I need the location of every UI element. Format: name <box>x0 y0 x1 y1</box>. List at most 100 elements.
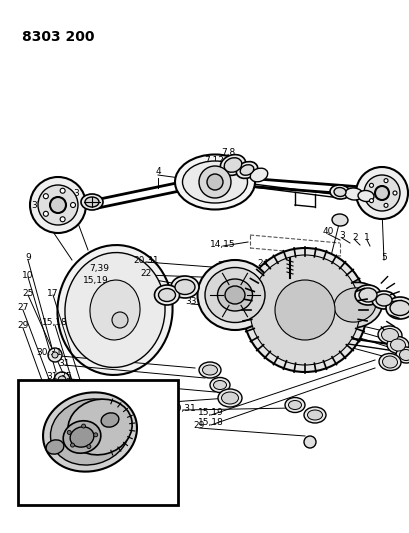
Ellipse shape <box>329 185 349 199</box>
Ellipse shape <box>389 339 405 351</box>
Text: 9: 9 <box>25 254 31 262</box>
Circle shape <box>392 191 396 195</box>
Circle shape <box>43 211 48 216</box>
Circle shape <box>58 376 66 384</box>
Ellipse shape <box>218 389 241 407</box>
Ellipse shape <box>327 282 382 328</box>
Ellipse shape <box>354 285 380 305</box>
Circle shape <box>274 280 334 340</box>
Text: 37: 37 <box>31 201 43 211</box>
Text: 27: 27 <box>17 303 29 312</box>
Text: 5: 5 <box>380 254 386 262</box>
Ellipse shape <box>171 276 198 298</box>
Ellipse shape <box>378 353 400 370</box>
Ellipse shape <box>63 421 101 453</box>
Ellipse shape <box>331 214 347 226</box>
Text: 28: 28 <box>175 278 186 287</box>
Circle shape <box>112 312 128 328</box>
Text: 26: 26 <box>291 308 302 317</box>
Text: 7: 7 <box>217 262 222 271</box>
Text: 22: 22 <box>140 269 151 278</box>
Ellipse shape <box>90 280 140 340</box>
Text: 10: 10 <box>22 271 34 279</box>
Text: 43: 43 <box>138 465 149 474</box>
Text: 2: 2 <box>61 191 67 200</box>
Ellipse shape <box>385 297 409 319</box>
Circle shape <box>67 431 71 434</box>
Ellipse shape <box>198 362 220 378</box>
Ellipse shape <box>307 410 322 420</box>
Circle shape <box>383 204 387 207</box>
Ellipse shape <box>65 253 165 367</box>
Ellipse shape <box>386 336 408 353</box>
Text: 14,15: 14,15 <box>210 239 235 248</box>
Text: 30,31: 30,31 <box>36 349 62 358</box>
Circle shape <box>52 352 58 358</box>
Circle shape <box>369 199 373 203</box>
Ellipse shape <box>204 268 264 322</box>
FancyBboxPatch shape <box>18 380 178 505</box>
Circle shape <box>369 183 373 188</box>
Text: 25: 25 <box>303 316 315 325</box>
Ellipse shape <box>85 197 99 207</box>
Circle shape <box>243 248 366 372</box>
Circle shape <box>54 372 70 388</box>
Circle shape <box>60 217 65 222</box>
Text: 2: 2 <box>351 233 357 243</box>
Circle shape <box>355 167 407 219</box>
Circle shape <box>374 186 388 200</box>
Text: 7,12: 7,12 <box>234 281 253 290</box>
Text: 1: 1 <box>40 196 46 205</box>
Circle shape <box>50 197 66 213</box>
Text: 30,31: 30,31 <box>170 403 196 413</box>
Circle shape <box>70 203 75 207</box>
Text: 15,19: 15,19 <box>83 276 109 285</box>
Ellipse shape <box>381 328 398 342</box>
Ellipse shape <box>377 326 401 344</box>
Ellipse shape <box>225 286 245 304</box>
Text: 15,19: 15,19 <box>198 408 223 417</box>
Text: 3: 3 <box>73 189 79 198</box>
Circle shape <box>48 348 62 362</box>
Ellipse shape <box>288 400 301 409</box>
Text: 4: 4 <box>155 167 160 176</box>
Circle shape <box>383 179 387 183</box>
Circle shape <box>60 188 65 193</box>
Ellipse shape <box>357 190 373 201</box>
Text: 17: 17 <box>47 288 58 297</box>
Circle shape <box>94 433 97 437</box>
Text: 8303 200: 8303 200 <box>22 30 94 44</box>
Circle shape <box>303 436 315 448</box>
Text: 33: 33 <box>185 297 196 306</box>
Circle shape <box>70 443 74 447</box>
Circle shape <box>363 175 399 211</box>
Ellipse shape <box>175 155 254 209</box>
Ellipse shape <box>358 288 376 302</box>
Ellipse shape <box>175 279 195 295</box>
Ellipse shape <box>249 168 267 182</box>
Circle shape <box>38 185 78 225</box>
Text: 25: 25 <box>22 288 34 297</box>
Ellipse shape <box>209 377 229 392</box>
Ellipse shape <box>371 291 395 309</box>
Ellipse shape <box>57 245 172 375</box>
Text: 31,35: 31,35 <box>46 372 72 381</box>
Ellipse shape <box>333 188 345 197</box>
Text: 40: 40 <box>321 228 333 237</box>
Text: 7,8: 7,8 <box>220 149 234 157</box>
Text: 29: 29 <box>193 422 204 431</box>
Ellipse shape <box>213 381 226 390</box>
Ellipse shape <box>303 407 325 423</box>
Ellipse shape <box>236 161 257 179</box>
Circle shape <box>30 177 86 233</box>
Text: 24: 24 <box>257 259 268 268</box>
Ellipse shape <box>333 288 375 322</box>
Ellipse shape <box>221 392 238 404</box>
Ellipse shape <box>202 365 217 375</box>
Ellipse shape <box>240 165 253 175</box>
Circle shape <box>87 445 91 449</box>
Text: 6,7: 6,7 <box>220 173 234 182</box>
Text: 6,7: 6,7 <box>228 273 243 282</box>
Ellipse shape <box>46 440 64 454</box>
Ellipse shape <box>197 260 272 330</box>
